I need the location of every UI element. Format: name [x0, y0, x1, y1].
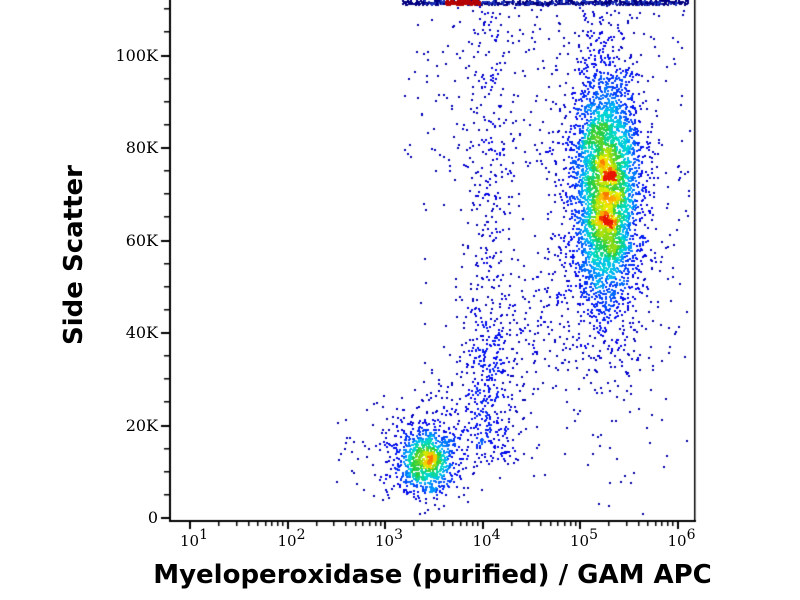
y-tick-label-100K: 100K: [115, 45, 159, 65]
y-axis-title: Side Scatter: [59, 165, 89, 345]
y-tick-label-20K: 20K: [125, 415, 158, 435]
y-tick-label-60K: 60K: [125, 230, 158, 250]
x-axis-title: Myeloperoxidase (purified) / GAM APC: [153, 560, 712, 590]
x-tick-label-10e3: 103: [374, 527, 403, 550]
x-tick-label-10e5: 105: [569, 527, 598, 550]
y-tick-label-40K: 40K: [125, 323, 158, 342]
x-tick-label-10e6: 106: [667, 527, 696, 550]
x-tick-label-10e2: 102: [277, 527, 306, 550]
x-tick-label-10e4: 104: [472, 527, 501, 550]
x-tick-label-10e1: 101: [179, 527, 208, 550]
y-tick-label-80K: 80K: [125, 138, 158, 157]
y-tick-label-0: 0: [147, 508, 158, 527]
